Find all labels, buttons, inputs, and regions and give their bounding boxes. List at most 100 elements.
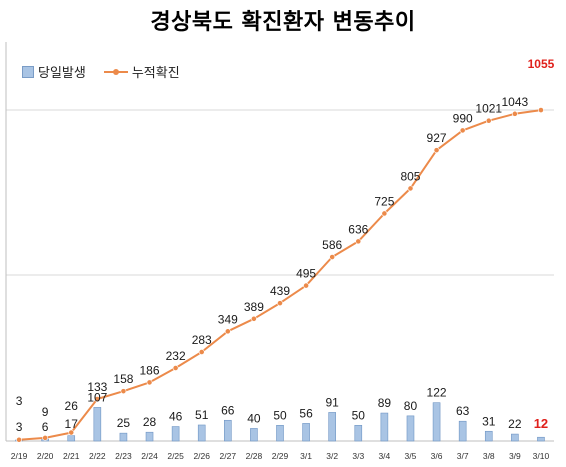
x-tick-label: 3/1 xyxy=(300,451,312,461)
point-cumulative-2/19 xyxy=(16,436,22,443)
point-cumulative-3/4 xyxy=(381,210,388,217)
bar-daily-3/7 xyxy=(458,420,467,442)
bar-daily-3/8 xyxy=(484,430,493,442)
x-tick-label: 2/26 xyxy=(193,451,210,461)
label-daily-2/19: 3 xyxy=(16,394,23,408)
label-cumulative-3/8: 1021 xyxy=(475,102,502,116)
label-daily-2/23: 25 xyxy=(117,416,131,430)
label-cumulative-2/21: 26 xyxy=(65,399,79,413)
chart-legend: 당일발생 누적확진 xyxy=(22,62,198,81)
chart-title: 경상북도 확진환자 변동추이 xyxy=(150,10,416,35)
point-cumulative-2/28 xyxy=(251,315,257,322)
label-cumulative-3/5: 805 xyxy=(400,169,420,183)
label-daily-3/6: 122 xyxy=(427,386,447,400)
point-cumulative-3/5 xyxy=(407,185,414,192)
bar-daily-2/25 xyxy=(171,426,180,442)
legend-line-swatch xyxy=(103,67,128,77)
point-cumulative-3/2 xyxy=(329,254,336,260)
label-cumulative-3/9: 1043 xyxy=(502,95,529,109)
bar-daily-2/28 xyxy=(250,428,258,442)
label-cumulative-2/24: 186 xyxy=(140,363,160,377)
label-cumulative-2/22: 133 xyxy=(87,380,107,394)
legend-item-cumulative: 누적확진 xyxy=(103,62,180,81)
x-tick-label: 3/3 xyxy=(352,451,364,461)
label-daily-3/1: 56 xyxy=(299,406,313,420)
x-tick-label: 2/25 xyxy=(167,451,184,461)
label-daily-2/28: 40 xyxy=(247,411,261,425)
legend-bar-swatch xyxy=(22,65,34,78)
bar-daily-2/29 xyxy=(276,424,284,442)
x-tick-label: 2/29 xyxy=(272,451,289,461)
point-cumulative-3/1 xyxy=(303,282,309,289)
x-tick-label: 2/20 xyxy=(37,451,54,461)
x-tick-label: 3/4 xyxy=(378,451,390,461)
bar-daily-3/9 xyxy=(511,433,519,442)
point-cumulative-2/23 xyxy=(120,388,127,395)
bar-daily-3/1 xyxy=(302,423,310,442)
label-cumulative-2/27: 349 xyxy=(218,312,238,326)
point-cumulative-3/10 xyxy=(538,107,544,113)
point-cumulative-3/9 xyxy=(511,110,518,117)
bar-daily-2/22 xyxy=(93,407,102,442)
point-cumulative-2/26 xyxy=(198,349,205,355)
bar-daily-2/21 xyxy=(67,435,76,442)
label-daily-2/22: 107 xyxy=(87,390,107,404)
point-cumulative-3/3 xyxy=(355,238,362,245)
label-cumulative-3/10: 1055 xyxy=(528,57,555,71)
bar-daily-3/10 xyxy=(537,436,545,442)
bar-daily-3/6 xyxy=(432,402,441,442)
label-cumulative-2/20: 9 xyxy=(42,405,49,419)
x-tick-label: 2/28 xyxy=(246,451,263,461)
label-daily-2/25: 46 xyxy=(169,410,183,424)
point-cumulative-3/7 xyxy=(459,127,466,134)
label-cumulative-2/26: 283 xyxy=(192,333,212,347)
point-cumulative-2/21 xyxy=(68,429,75,436)
x-tick-label: 2/21 xyxy=(63,451,80,461)
label-daily-3/10: 12 xyxy=(534,416,548,431)
point-cumulative-3/6 xyxy=(433,147,440,154)
bar-daily-2/27 xyxy=(224,419,232,442)
label-daily-2/26: 51 xyxy=(195,408,209,422)
label-daily-2/20: 6 xyxy=(42,420,49,434)
label-cumulative-3/3: 636 xyxy=(348,222,368,236)
legend-item-daily: 당일발생 xyxy=(22,62,86,81)
point-cumulative-2/25 xyxy=(172,365,179,371)
x-tick-label: 2/23 xyxy=(115,451,132,461)
label-daily-3/2: 91 xyxy=(326,395,340,409)
label-cumulative-3/4: 725 xyxy=(374,194,394,208)
label-cumulative-2/28: 389 xyxy=(244,300,264,314)
label-daily-3/8: 31 xyxy=(482,414,496,428)
point-cumulative-2/20 xyxy=(42,434,49,441)
x-tick-label: 2/24 xyxy=(141,451,158,461)
label-daily-3/7: 63 xyxy=(456,404,470,418)
label-cumulative-3/2: 586 xyxy=(322,238,342,252)
label-daily-2/24: 28 xyxy=(143,415,157,429)
point-cumulative-2/27 xyxy=(224,328,231,335)
x-tick-label: 3/5 xyxy=(405,451,417,461)
bar-daily-3/3 xyxy=(354,424,363,442)
bar-daily-2/24 xyxy=(145,431,154,442)
bar-daily-3/5 xyxy=(406,415,415,442)
label-daily-2/27: 66 xyxy=(221,403,235,417)
x-tick-label: 3/6 xyxy=(431,451,443,461)
x-tick-label: 3/8 xyxy=(483,451,495,461)
legend-label-cumulative: 누적확진 xyxy=(131,66,180,81)
x-tick-label: 3/10 xyxy=(533,451,550,461)
point-cumulative-2/24 xyxy=(146,379,153,386)
point-cumulative-3/8 xyxy=(485,117,492,124)
label-daily-2/21: 17 xyxy=(65,417,79,431)
label-cumulative-3/6: 927 xyxy=(427,131,447,145)
x-tick-label: 2/27 xyxy=(220,451,237,461)
label-cumulative-2/23: 158 xyxy=(113,372,133,386)
label-daily-3/4: 89 xyxy=(378,396,392,410)
label-cumulative-2/25: 232 xyxy=(166,349,186,363)
bar-daily-2/23 xyxy=(119,432,128,442)
bar-daily-3/2 xyxy=(328,412,336,442)
label-daily-3/9: 22 xyxy=(508,417,522,431)
label-daily-3/5: 80 xyxy=(404,399,418,413)
point-cumulative-2/29 xyxy=(277,300,283,307)
label-daily-2/29: 50 xyxy=(273,408,287,422)
x-tick-label: 2/22 xyxy=(89,451,106,461)
x-tick-label: 3/7 xyxy=(457,451,469,461)
